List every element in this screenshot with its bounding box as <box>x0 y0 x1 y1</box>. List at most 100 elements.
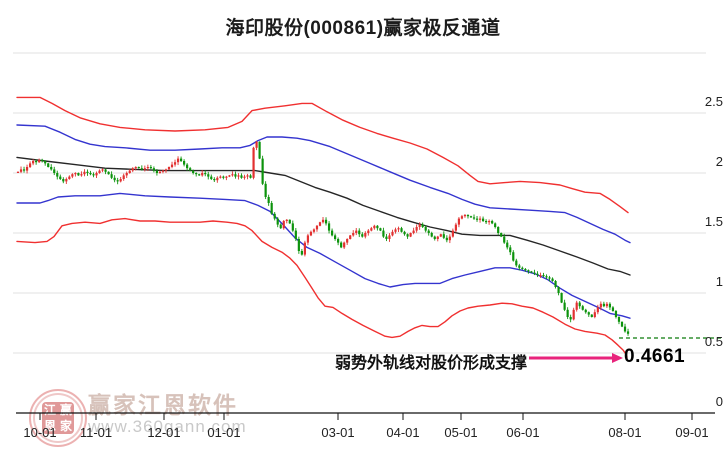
candlestick <box>131 168 134 171</box>
x-axis-label: 05-01 <box>444 425 477 440</box>
candlestick <box>397 228 400 230</box>
candlestick <box>575 302 578 310</box>
candlestick <box>98 170 101 173</box>
candlestick <box>445 237 448 241</box>
outer-lower-channel-line <box>16 217 628 358</box>
candlestick <box>439 234 442 237</box>
candlestick <box>65 179 68 182</box>
candlestick <box>86 171 89 173</box>
candlestick <box>125 173 128 176</box>
candlestick <box>68 176 71 179</box>
candlestick <box>216 177 219 181</box>
candlestick <box>566 309 569 317</box>
candlestick <box>327 223 331 231</box>
candlestick <box>35 161 38 163</box>
inner-lower-channel-line <box>16 192 631 319</box>
candlestick <box>279 224 282 229</box>
y-axis-label: 2.5 <box>705 94 723 109</box>
candlestick <box>376 225 379 229</box>
candlestick <box>391 231 394 236</box>
candlestick <box>89 173 92 175</box>
candlestick <box>44 161 47 164</box>
inner-upper-channel-line <box>16 124 631 244</box>
candlestick <box>155 170 159 173</box>
candlestick <box>170 164 174 167</box>
candlestick <box>530 271 533 273</box>
candlestick <box>406 234 409 237</box>
candlestick <box>198 174 201 176</box>
candlestick <box>620 321 624 327</box>
candlestick <box>306 235 310 243</box>
candlestick <box>617 317 621 322</box>
candlestick <box>587 312 590 315</box>
candlestick <box>503 236 506 243</box>
candlestick <box>330 230 334 236</box>
candlestick <box>74 173 77 175</box>
candlestick <box>364 233 367 237</box>
y-axis-label: 0.5 <box>705 334 723 349</box>
candlestick <box>192 170 195 173</box>
candlestick <box>312 229 316 232</box>
candlestick <box>213 179 216 181</box>
candlestick <box>488 221 491 223</box>
candlestick <box>385 236 388 239</box>
candlestick <box>463 215 467 217</box>
candlestick <box>324 219 328 224</box>
candlestick <box>340 242 343 248</box>
candlestick <box>524 269 527 271</box>
candlestick <box>542 275 545 277</box>
candlestick <box>403 231 406 235</box>
candlestick <box>409 233 412 237</box>
x-axis-label: 03-01 <box>321 425 354 440</box>
candlestick <box>491 221 494 224</box>
candlestick <box>95 173 98 176</box>
watermark-brand-text: 赢家江恩软件 <box>88 392 238 418</box>
candlestick <box>400 228 403 232</box>
candlestick <box>134 167 137 169</box>
support-annotation-text: 弱势外轨线对股价形成支撑 <box>334 355 527 372</box>
candlestick <box>321 219 325 223</box>
candlestick <box>186 164 189 169</box>
candlestick <box>152 168 155 171</box>
candlestick <box>485 221 488 223</box>
x-axis-label: 01-01 <box>207 425 240 440</box>
candlestick <box>71 174 74 177</box>
x-axis-label: 06-01 <box>506 425 539 440</box>
candlestick <box>436 236 439 239</box>
candlestick <box>533 272 536 274</box>
candlestick <box>596 307 599 313</box>
candlestick <box>442 234 445 238</box>
candlestick <box>605 303 608 307</box>
y-axis-label: 1 <box>716 274 723 289</box>
candlestick <box>201 173 204 176</box>
candlestick <box>466 215 470 217</box>
candlestick <box>122 175 125 179</box>
candlestick <box>427 230 430 233</box>
candlestick <box>267 197 270 203</box>
candlestick <box>608 303 612 308</box>
candlestick <box>355 230 358 233</box>
candlestick <box>334 235 337 239</box>
candlestick <box>569 317 572 320</box>
candlestick <box>176 158 180 163</box>
candlestick <box>25 167 29 171</box>
candlestick <box>478 218 482 220</box>
candlestick <box>602 303 605 307</box>
x-axis-label: 08-01 <box>608 425 641 440</box>
candlestick <box>379 228 382 231</box>
y-axis-label: 0 <box>716 394 723 409</box>
candlestick <box>195 173 198 175</box>
candlestick <box>481 218 485 221</box>
candlestick <box>593 312 596 317</box>
candlestick <box>415 227 418 231</box>
candlestick <box>294 230 297 239</box>
candlestick <box>560 293 563 303</box>
candlestick <box>240 175 243 178</box>
candlestick <box>255 141 258 148</box>
candlestick <box>282 221 285 229</box>
candlestick <box>92 174 95 176</box>
candlestick <box>189 168 192 171</box>
candlestick <box>394 229 397 232</box>
candlestick <box>623 326 627 332</box>
